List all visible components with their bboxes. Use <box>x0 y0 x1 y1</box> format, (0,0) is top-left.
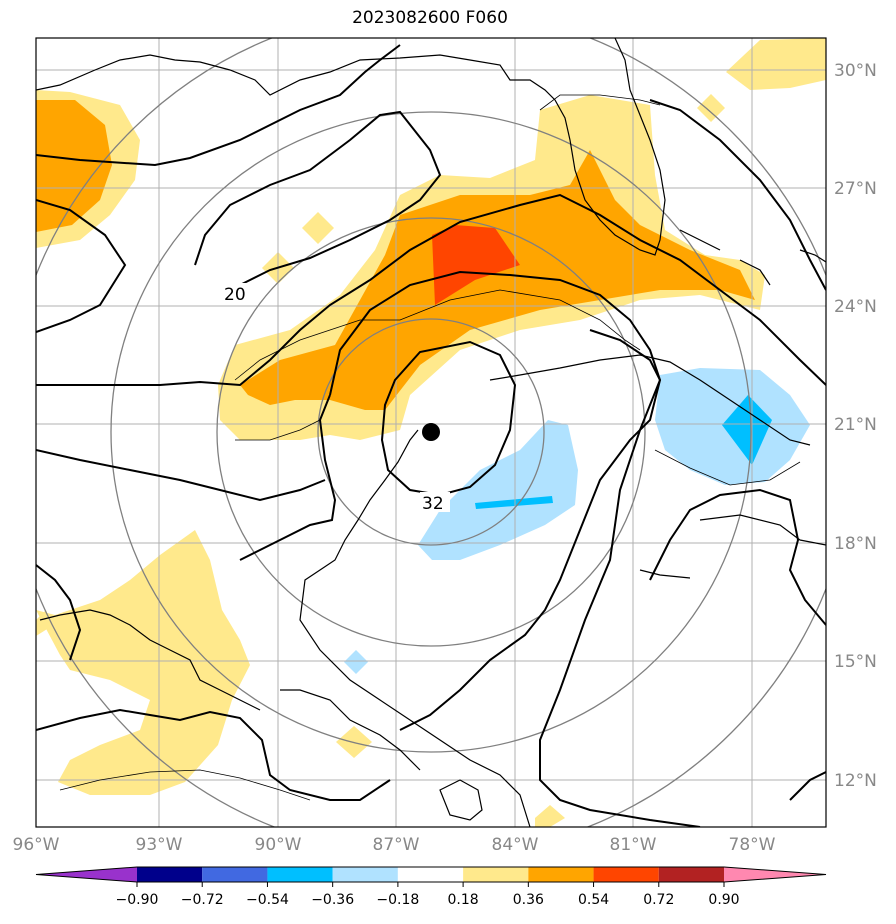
contour-far-west-low <box>36 564 82 661</box>
colorbar-segment <box>332 867 398 882</box>
lon-label-78w: 78°W <box>729 835 776 855</box>
shade-lightblue-small <box>344 650 368 674</box>
storm-center-marker <box>422 423 440 441</box>
contour-se <box>649 488 826 626</box>
colorbar-segment <box>267 867 333 882</box>
lon-label-93w: 93°W <box>136 835 183 855</box>
contour-west-arc <box>36 199 127 333</box>
map-title: 2023082600 F060 <box>352 8 508 28</box>
colorbar-segment <box>202 867 268 882</box>
latitude-labels: 30°N 27°N 24°N 21°N 18°N 15°N 12°N <box>834 61 877 791</box>
lat-label-30n: 30°N <box>834 61 877 81</box>
contour-20-loop <box>194 110 442 286</box>
lat-label-21n: 21°N <box>834 415 877 435</box>
contour-label-20: 20 <box>224 285 246 305</box>
colorbar-segment <box>463 867 529 882</box>
colorbar-segment <box>593 867 659 882</box>
map-panel: 20 32 <box>36 38 826 827</box>
shade-orange-nw <box>36 100 112 232</box>
thin-contours <box>59 94 801 801</box>
contour-east-big <box>539 329 701 827</box>
map-frame <box>35 37 827 828</box>
lat-label-12n: 12°N <box>834 771 877 791</box>
lon-label-81w: 81°W <box>610 835 657 855</box>
colorbar-segment <box>528 867 594 882</box>
colorbar-tick-label: 0.54 <box>578 892 609 908</box>
coastlines <box>36 38 826 827</box>
lon-label-90w: 90°W <box>255 835 302 855</box>
colorbar: −0.90 −0.72 −0.54 −0.36 −0.18 0.18 0.36 0.54 0.7… <box>35 866 827 908</box>
positive-anomaly-shading <box>36 38 826 827</box>
colorbar-tick-label: 0.72 <box>643 892 674 908</box>
range-rings <box>36 38 826 827</box>
lon-label-87w: 87°W <box>373 835 420 855</box>
colorbar-tick-label: 0.36 <box>513 892 544 908</box>
lat-label-18n: 18°N <box>834 534 877 554</box>
colorbar-extension-high <box>724 867 826 882</box>
colorbar-tick-label: −0.90 <box>116 892 159 908</box>
shade-blue-cuba <box>722 395 772 465</box>
shade-yellow-sw <box>36 530 250 795</box>
contour-se-corner <box>789 771 826 801</box>
shade-yellow-small-4 <box>535 805 565 827</box>
colorbar-tick-label: −0.72 <box>181 892 224 908</box>
lat-label-24n: 24°N <box>834 297 877 317</box>
colorbar-segment <box>137 867 203 882</box>
colorbar-tick-label: −0.54 <box>246 892 289 908</box>
colorbar-tick-label: −0.18 <box>376 892 419 908</box>
contour-label-32: 32 <box>422 494 444 514</box>
contour-28-ring <box>329 270 662 731</box>
shade-yellow-ne-dot <box>697 94 725 122</box>
lon-label-84w: 84°W <box>492 835 539 855</box>
colorbar-tick-label: −0.36 <box>311 892 354 908</box>
shade-yellow-small-1 <box>302 212 334 244</box>
shade-blue-streak <box>475 496 553 509</box>
contour-32-ring <box>380 340 517 497</box>
contour-sw-upper <box>36 449 326 502</box>
longitude-labels: 96°W 93°W 90°W 87°W 84°W 81°W 78°W <box>13 835 776 855</box>
lon-label-96w: 96°W <box>13 835 60 855</box>
contour-28-west <box>239 394 337 561</box>
thick-contours <box>36 44 826 827</box>
lat-label-15n: 15°N <box>834 652 877 672</box>
negative-anomaly-shading <box>344 368 810 674</box>
shade-lightblue-gulf <box>418 420 578 560</box>
shade-yellow-ne <box>726 38 826 90</box>
shade-orange-band <box>240 150 755 410</box>
colorbar-tick-label: 0.18 <box>448 892 479 908</box>
colorbar-segment <box>658 867 724 882</box>
colorbar-extension-low <box>36 867 137 882</box>
colorbar-tick-label: 0.90 <box>708 892 739 908</box>
contour-sw-low <box>36 708 391 801</box>
contour-24-ring <box>36 193 826 387</box>
lat-label-27n: 27°N <box>834 179 877 199</box>
shade-red-core <box>432 225 520 305</box>
colorbar-segment <box>397 867 464 882</box>
contour-far-east <box>649 99 826 291</box>
contour-20-ring <box>36 44 401 167</box>
